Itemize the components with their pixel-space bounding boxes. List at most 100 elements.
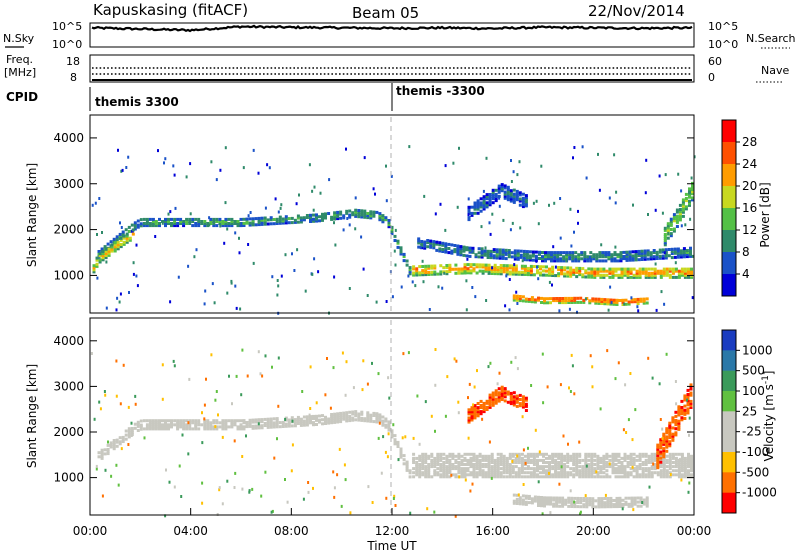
- velocity-scatter-cell: [562, 434, 565, 438]
- velocity-range-cell: [179, 423, 183, 427]
- power-range-cell: [509, 193, 513, 197]
- power-range-cell: [548, 269, 551, 273]
- velocity-range-cell: [142, 419, 146, 423]
- power-range-cell: [547, 253, 550, 257]
- velocity-range-cell: [488, 399, 492, 403]
- velocity-range-cell: [508, 469, 512, 473]
- power-range-cell: [336, 217, 340, 221]
- x-axis-label: Time UT: [366, 539, 417, 553]
- velocity-range-cell: [412, 471, 416, 475]
- velocity-range-cell: [612, 503, 616, 507]
- velocity-range-cell: [530, 497, 534, 501]
- velocity-range-cell: [467, 416, 471, 420]
- velocity-range-cell: [296, 415, 300, 419]
- power-range-cell: [503, 196, 507, 200]
- velocity-scatter-cell: [104, 393, 107, 397]
- power-range-cell: [200, 220, 204, 223]
- velocity-range-cell: [493, 469, 497, 473]
- velocity-range-cell: [188, 423, 192, 427]
- velocity-range-cell: [572, 475, 576, 479]
- power-range-cell: [541, 257, 544, 261]
- velocity-range-cell: [424, 452, 428, 456]
- velocity-range-cell: [611, 452, 615, 456]
- velocity-range-cell: [662, 475, 666, 479]
- power-range-cell: [634, 258, 638, 262]
- velocity-range-cell: [433, 473, 437, 477]
- power-range-cell: [499, 272, 503, 276]
- velocity-range-cell: [393, 440, 397, 444]
- power-range-cell: [442, 266, 446, 270]
- velocity-range-cell: [415, 473, 419, 477]
- power-range-cell: [511, 272, 515, 276]
- velocity-range-cell: [683, 458, 687, 462]
- velocity-range-cell: [656, 458, 660, 461]
- velocity-colorbar-label: Velocity [m s-1]: [761, 371, 776, 462]
- velocity-range-cell: [439, 456, 443, 460]
- power-range-cell: [357, 213, 361, 217]
- x-tick-label: 08:00: [274, 524, 309, 538]
- power-scatter-cell: [684, 223, 687, 227]
- power-range-cell: [640, 255, 644, 259]
- power-range-cell: [569, 272, 573, 276]
- power-range-cell: [430, 270, 434, 274]
- power-range-cell: [479, 197, 483, 201]
- velocity-range-cell: [542, 465, 545, 469]
- velocity-range-cell: [481, 456, 485, 460]
- power-range-cell: [500, 185, 504, 189]
- power-scatter-cell: [623, 302, 626, 306]
- freq-tick-left-bottom: 8: [70, 71, 77, 84]
- velocity-range-cell: [686, 395, 690, 399]
- velocity-range-cell: [671, 461, 675, 464]
- velocity-scatter-cell: [632, 508, 635, 512]
- velocity-range-cell: [460, 463, 464, 466]
- velocity-range-cell: [421, 473, 425, 477]
- power-range-cell: [472, 269, 476, 273]
- velocity-range-cell: [233, 423, 237, 427]
- velocity-range-cell: [554, 454, 558, 458]
- power-range-cell: [650, 271, 654, 275]
- velocity-range-cell: [476, 406, 480, 410]
- power-range-cell: [110, 249, 114, 253]
- velocity-range-cell: [130, 431, 134, 435]
- velocity-range-cell: [674, 461, 678, 464]
- power-range-cell: [616, 259, 620, 263]
- velocity-range-cell: [360, 410, 364, 414]
- power-range-cell: [433, 264, 437, 268]
- power-scatter-cell: [342, 228, 345, 232]
- velocity-scatter-cell: [161, 363, 164, 367]
- velocity-range-cell: [520, 465, 524, 469]
- velocity-range-cell: [530, 501, 534, 505]
- power-range-cell: [529, 271, 533, 275]
- nsky-label: N.Sky: [3, 32, 35, 45]
- power-range-cell: [508, 270, 512, 274]
- power-range-cell: [685, 255, 689, 259]
- power-scatter-cell: [558, 309, 561, 313]
- power-range-cell: [491, 190, 495, 194]
- velocity-range-cell: [690, 454, 693, 458]
- power-range-cell: [595, 253, 599, 257]
- velocity-range-cell: [421, 463, 425, 466]
- velocity-range-cell: [629, 467, 633, 471]
- power-range-cell: [505, 272, 509, 276]
- velocity-range-cell: [315, 416, 318, 420]
- power-scatter-cell: [598, 188, 601, 192]
- power-range-cell: [496, 272, 500, 276]
- power-range-cell: [593, 267, 597, 271]
- velocity-scatter-cell: [648, 485, 651, 489]
- velocity-range-cell: [518, 496, 522, 500]
- velocity-range-cell: [614, 475, 618, 479]
- power-range-cell: [500, 189, 504, 193]
- velocity-range-cell: [287, 422, 291, 426]
- power-range-cell: [218, 220, 222, 223]
- power-range-cell: [463, 271, 467, 275]
- nsearch-label: N.Search: [746, 32, 796, 45]
- power-range-cell: [441, 250, 445, 253]
- velocity-range-cell: [627, 504, 631, 508]
- power-range-cell: [445, 272, 449, 276]
- velocity-range-cell: [630, 498, 634, 502]
- power-range-cell: [269, 218, 273, 222]
- velocity-range-cell: [342, 415, 346, 419]
- velocity-range-cell: [491, 401, 495, 405]
- power-range-cell: [357, 209, 361, 212]
- power-range-cell: [554, 274, 558, 278]
